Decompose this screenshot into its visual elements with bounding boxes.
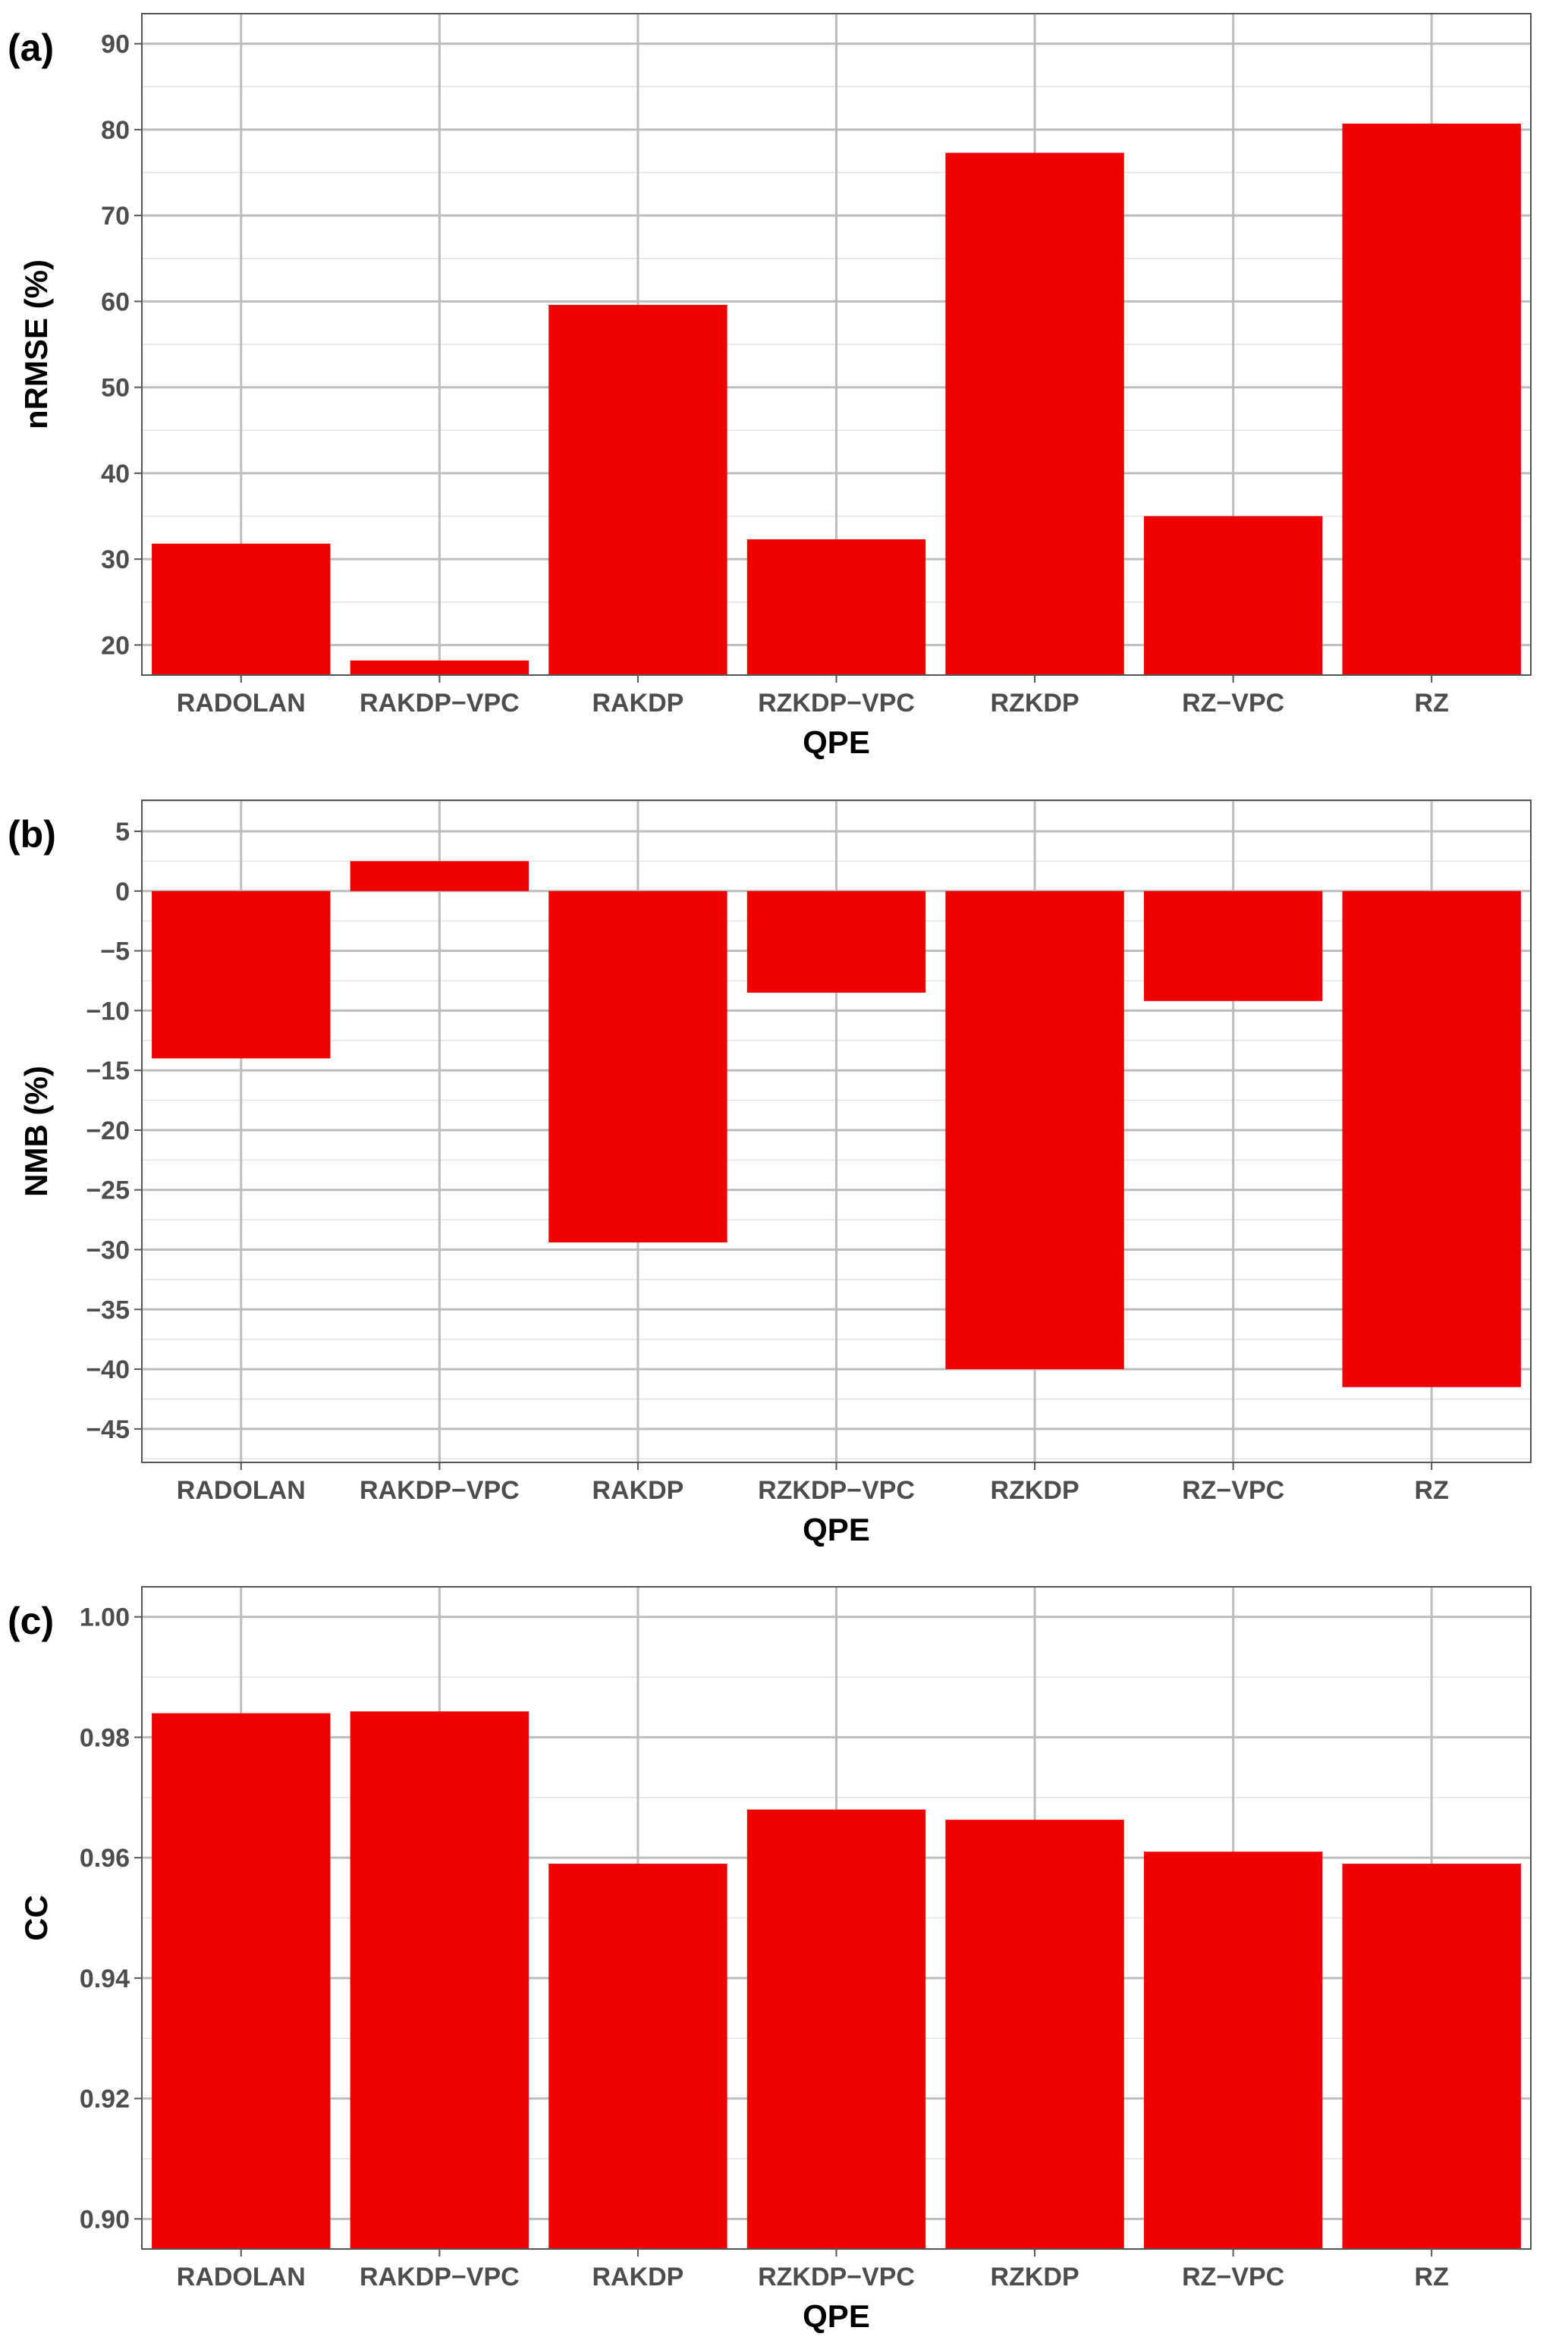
chart-panel-1: 20 30 40 50 60 70 80 90 RADOLAN RAKDP−VPC RAKDP RZK…: [8, 13, 1532, 760]
x-tick-label: RADOLAN: [177, 689, 306, 718]
y-tick-label: −45: [86, 1415, 130, 1444]
y-tick-label: 5: [115, 818, 130, 846]
x-tick-label: RAKDP: [592, 2263, 683, 2291]
y-tick-label: −40: [86, 1355, 130, 1384]
y-tick-label: −35: [86, 1296, 130, 1324]
x-tick-label: RZ−VPC: [1182, 1476, 1284, 1505]
y-tick-label: 0.98: [80, 1723, 130, 1752]
y-axis-title: nRMSE (%): [18, 259, 54, 429]
panel-label: (a): [8, 27, 54, 69]
y-tick-label: −20: [86, 1117, 130, 1145]
y-tick-label: 20: [101, 631, 130, 660]
bar-rakdp-vpc: [350, 1711, 529, 2249]
x-tick-label: RAKDP−VPC: [360, 1476, 520, 1505]
bar-rz: [1342, 123, 1521, 676]
panel-label: (c): [8, 1600, 54, 1642]
y-tick-label: −10: [86, 997, 130, 1026]
bar-rz: [1342, 1864, 1521, 2249]
chart-panel-2: −45 −40 −35 −30 −25 −20 −15 −10 −5 0 5 RADOLAN RAKDP…: [8, 799, 1532, 1547]
bar-radolan: [152, 543, 331, 675]
bar-rz-vpc: [1143, 890, 1323, 1001]
y-tick-label: −5: [100, 938, 130, 966]
y-axis-title: CC: [18, 1895, 54, 1941]
x-tick-label: RZKDP−VPC: [758, 689, 915, 718]
x-tick-label: RZ−VPC: [1182, 2263, 1284, 2291]
x-tick-label: RADOLAN: [177, 1476, 306, 1505]
y-tick-label: 60: [101, 287, 130, 316]
x-tick-label: RZKDP: [991, 1476, 1079, 1505]
x-axis-title: QPE: [803, 2298, 870, 2334]
y-tick-label: −25: [86, 1176, 130, 1205]
bar-rzkdp: [945, 890, 1124, 1370]
x-tick-label: RAKDP: [592, 1476, 683, 1505]
y-tick-label: 80: [101, 116, 130, 145]
bar-rz-vpc: [1143, 1852, 1323, 2249]
bar-rzkdp-vpc: [746, 890, 926, 993]
y-tick-label: 0.92: [80, 2085, 130, 2114]
bar-rakdp: [548, 890, 727, 1243]
x-tick-label: RZ: [1415, 2263, 1449, 2291]
x-tick-label: RZ−VPC: [1182, 689, 1284, 718]
y-tick-label: 90: [101, 30, 130, 59]
bar-rzkdp-vpc: [746, 539, 926, 675]
bar-rz: [1342, 890, 1521, 1387]
y-tick-label: 50: [101, 374, 130, 403]
y-tick-label: −30: [86, 1236, 130, 1265]
y-tick-label: 0.94: [80, 1965, 130, 1993]
x-tick-label: RZKDP: [991, 689, 1079, 718]
bar-rzkdp: [945, 152, 1124, 676]
x-tick-label: RADOLAN: [177, 2263, 306, 2291]
y-tick-label: 30: [101, 545, 130, 574]
y-tick-label: 0: [115, 878, 130, 906]
x-tick-label: RAKDP−VPC: [360, 689, 520, 718]
y-tick-label: 1.00: [80, 1603, 130, 1632]
panel-label: (b): [8, 813, 56, 856]
x-tick-label: RAKDP−VPC: [360, 2263, 520, 2291]
x-axis-title: QPE: [803, 1512, 870, 1547]
y-tick-label: 0.90: [80, 2205, 130, 2234]
x-tick-label: RAKDP: [592, 689, 683, 718]
y-axis-title: NMB (%): [18, 1066, 54, 1197]
bar-rzkdp-vpc: [746, 1809, 926, 2249]
bar-radolan: [152, 890, 331, 1059]
y-tick-label: 70: [101, 202, 130, 231]
x-axis-title: QPE: [803, 724, 870, 760]
x-tick-label: RZ: [1415, 689, 1449, 718]
bar-rakdp-vpc: [350, 861, 529, 891]
x-tick-label: RZ: [1415, 1476, 1449, 1505]
y-tick-label: 40: [101, 460, 130, 488]
bar-rakdp: [548, 1864, 727, 2249]
bar-rzkdp: [945, 1820, 1124, 2249]
y-tick-label: −15: [86, 1057, 130, 1085]
bar-radolan: [152, 1713, 331, 2249]
x-tick-label: RZKDP−VPC: [758, 2263, 915, 2291]
y-tick-label: 0.96: [80, 1844, 130, 1873]
chart-panel-3: 0.90 0.92 0.94 0.96 0.98 1.00 RADOLAN RAKDP−VPC…: [8, 1586, 1532, 2334]
x-tick-label: RZKDP: [991, 2263, 1079, 2291]
bar-rakdp-vpc: [350, 660, 529, 675]
bar-rakdp: [548, 304, 727, 675]
bar-rz-vpc: [1143, 516, 1323, 675]
x-tick-label: RZKDP−VPC: [758, 1476, 915, 1505]
